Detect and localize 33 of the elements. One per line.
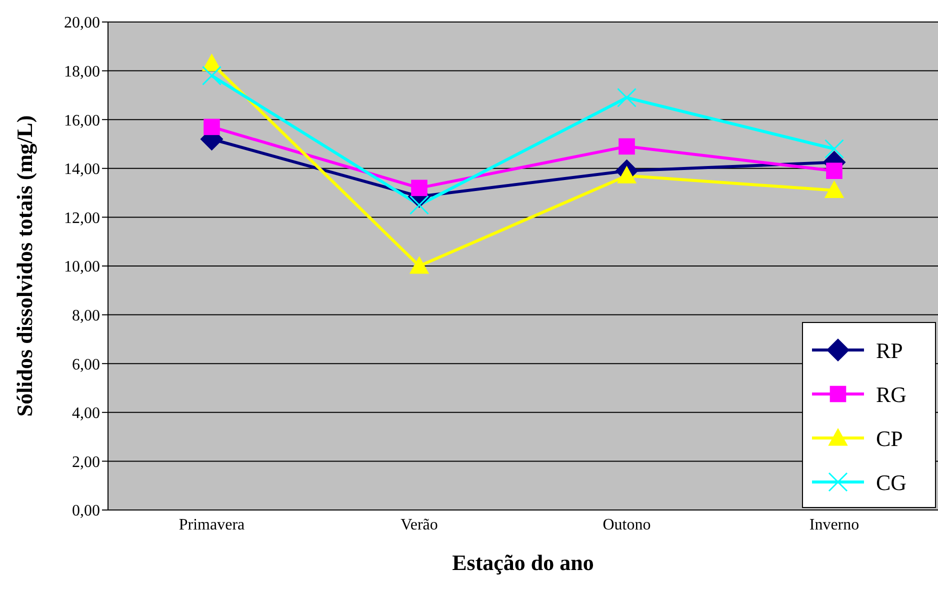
y-tick-label: 14,00 (64, 161, 100, 178)
y-tick-label: 4,00 (72, 405, 100, 422)
y-tick-label: 10,00 (64, 258, 100, 276)
point (617, 88, 636, 108)
legend-label: CG (876, 470, 907, 495)
y-tick-label: 16,00 (64, 112, 100, 130)
x-tick-label: Outono (602, 516, 651, 534)
y-tick-label: 8,00 (72, 307, 100, 324)
point (826, 162, 842, 179)
y-tick-label: 12,00 (64, 210, 100, 227)
x-tick-label: Primavera (178, 516, 245, 534)
y-axis-title: Sólidos dissolvidos totais (mg/L) (12, 115, 37, 417)
point (411, 180, 428, 196)
y-tick-label: 18,00 (64, 63, 100, 80)
y-tick-label: 2,00 (72, 454, 100, 471)
point (824, 180, 844, 198)
legend-label: RG (876, 382, 907, 407)
point (824, 139, 844, 159)
y-tick-label: 20,00 (64, 14, 100, 32)
point (202, 54, 222, 72)
point (618, 138, 635, 155)
x-axis-title: Estação do ano (452, 550, 594, 575)
y-tick-label: 0,00 (72, 502, 100, 520)
point (204, 118, 220, 136)
x-tick-label: Inverno (809, 516, 860, 534)
y-tick-label: 6,00 (72, 356, 100, 374)
legend-label: RP (876, 338, 903, 363)
point (410, 195, 429, 215)
x-tick-label: Verão (400, 516, 438, 534)
point (617, 166, 636, 184)
point (410, 256, 429, 274)
legend-label: CP (876, 426, 903, 451)
point (202, 66, 222, 86)
